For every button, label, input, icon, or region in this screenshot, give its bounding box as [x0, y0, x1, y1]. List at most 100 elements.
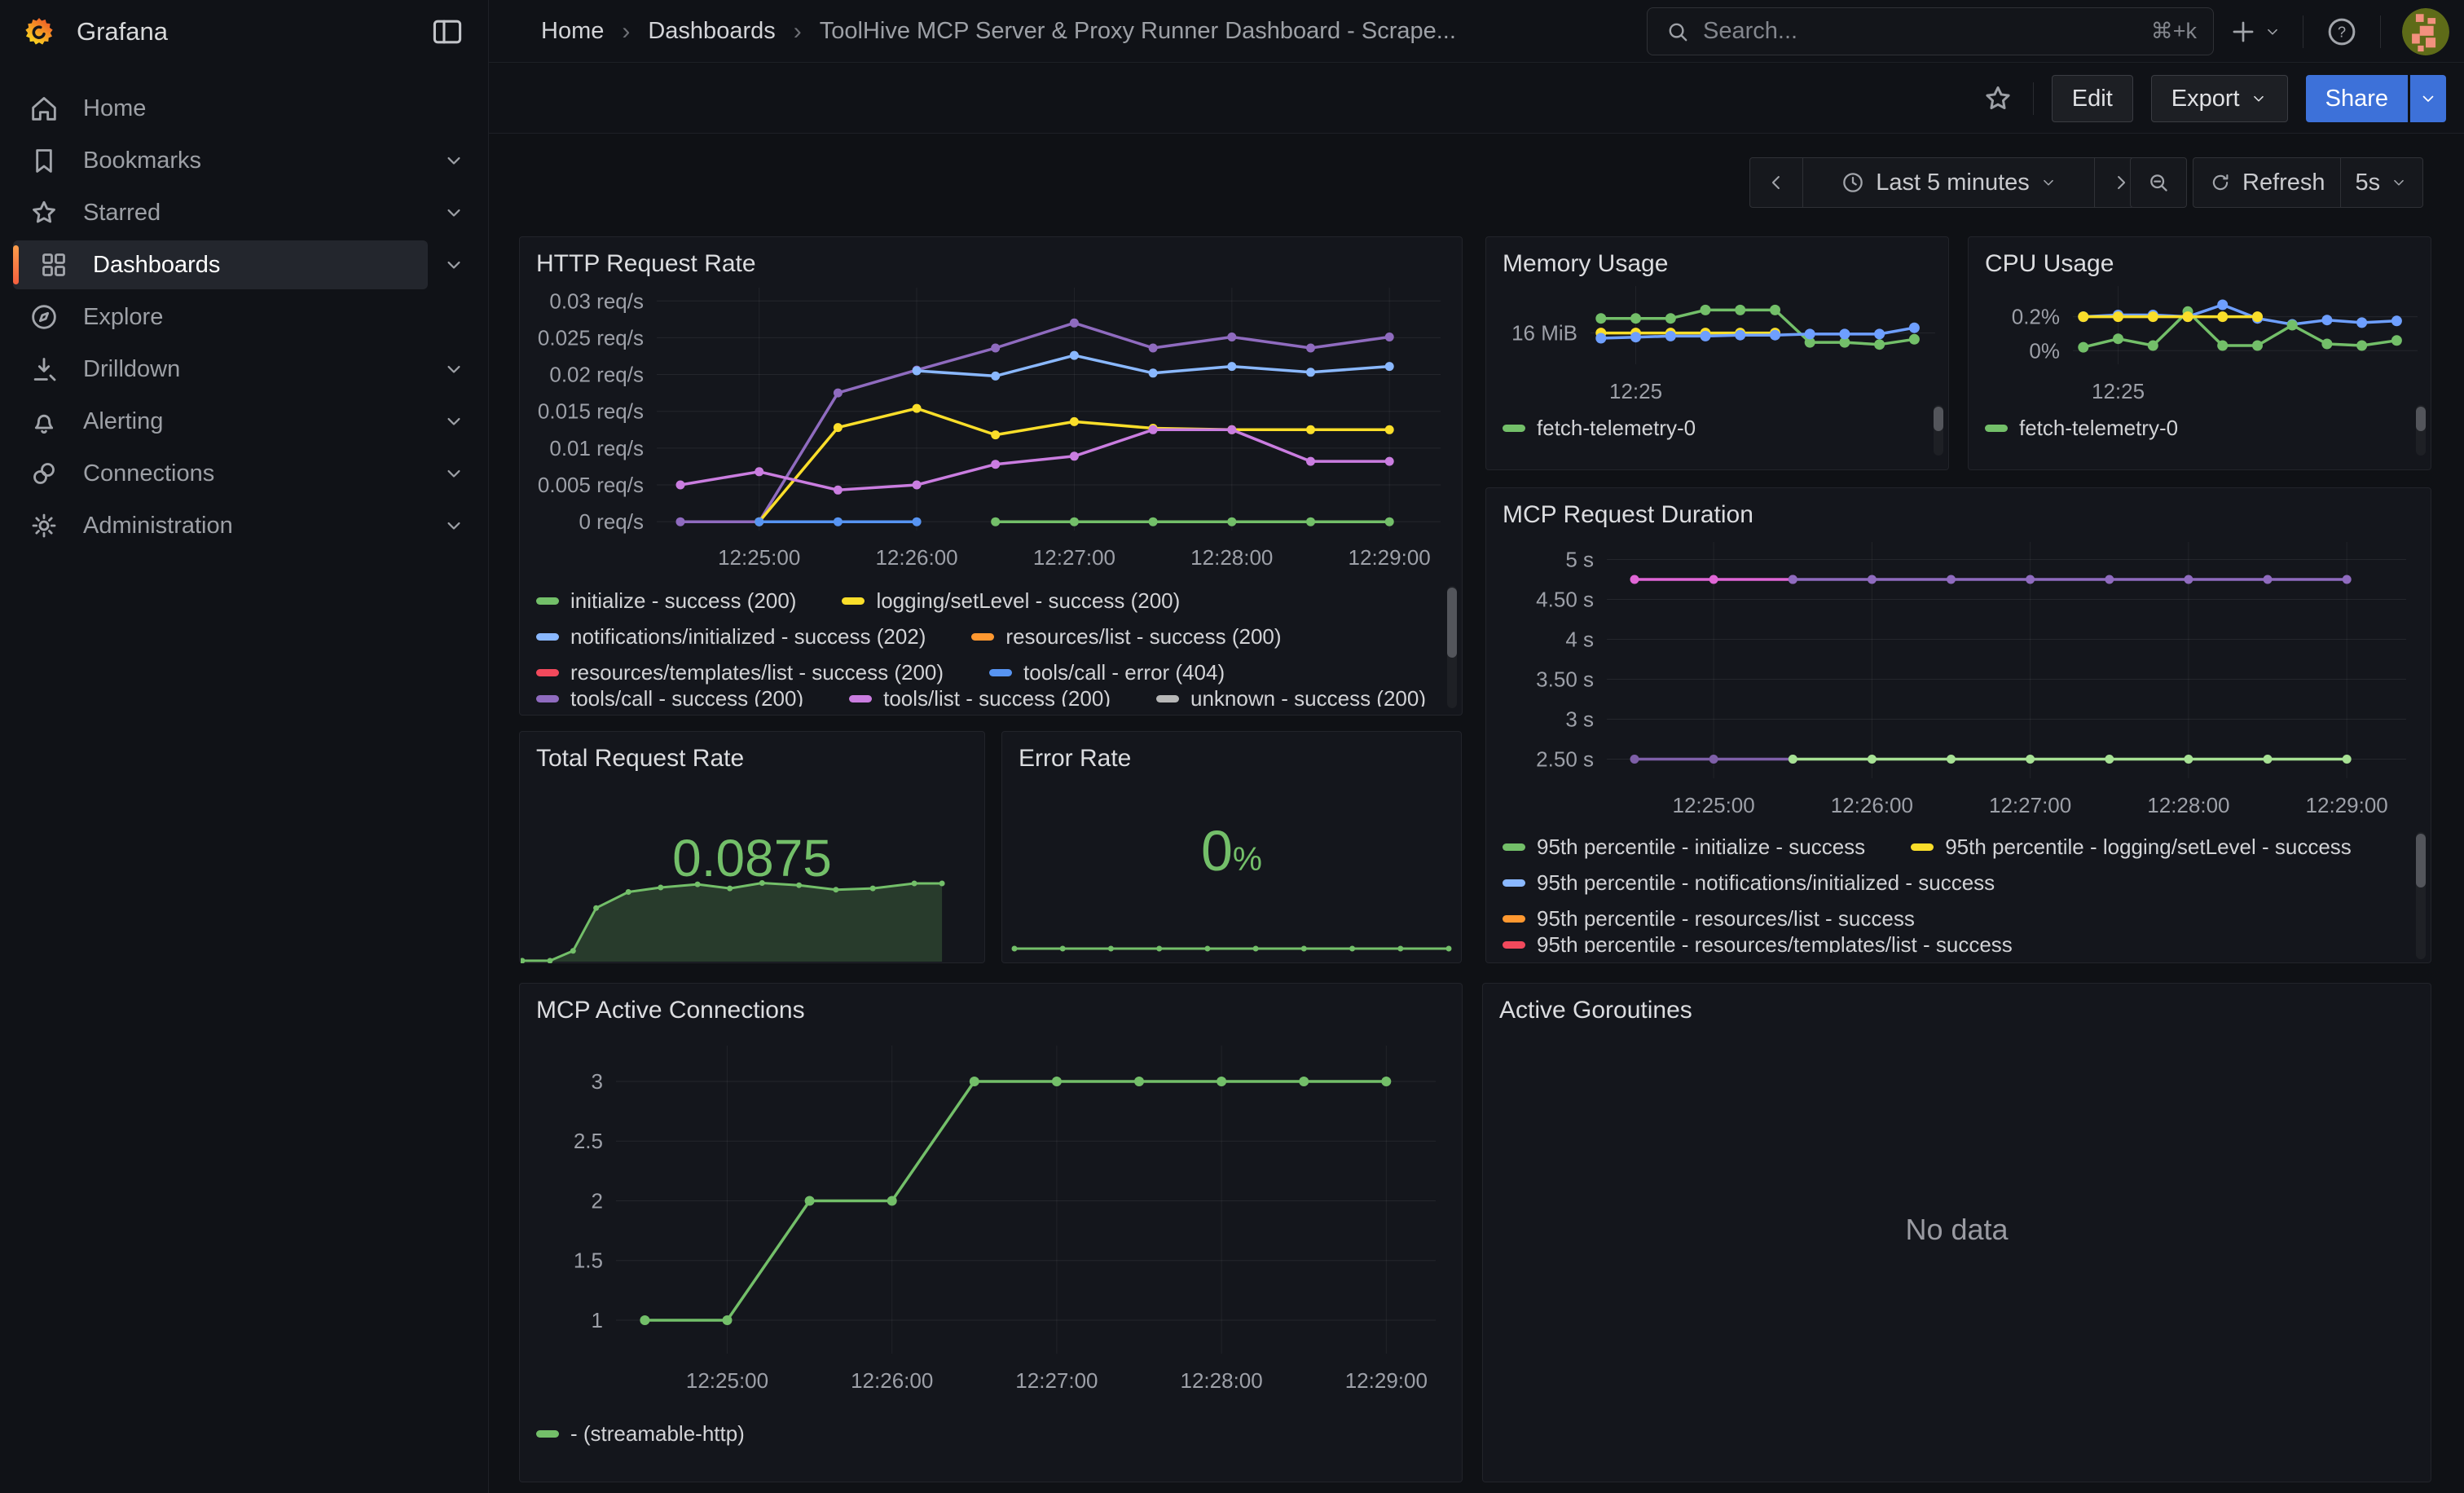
sidebar-collapse-icon[interactable]	[429, 14, 465, 50]
svg-text:12:27:00: 12:27:00	[1033, 545, 1115, 570]
chevron-down-icon[interactable]	[442, 514, 465, 537]
svg-text:3: 3	[592, 1069, 603, 1094]
legend-item[interactable]: 95th percentile - resources/templates/li…	[1503, 936, 2013, 953]
help-button[interactable]: ?	[2325, 15, 2359, 49]
favorite-star-button[interactable]	[1981, 81, 2015, 116]
mcp-active-connections-chart[interactable]: 3 2.5 2 1.5 1 12:25:00 12:26:00 12:27:00 12:28:0…	[520, 1024, 1462, 1407]
chevron-down-icon[interactable]	[442, 149, 465, 172]
search-input[interactable]	[1703, 18, 2140, 45]
add-new-button[interactable]	[2228, 16, 2281, 47]
panel-total-request-rate: Total Request Rate 0.0875	[519, 731, 985, 963]
cpu-usage-chart[interactable]: 0.2% 0% 12:25	[1969, 273, 2431, 402]
svg-text:12:27:00: 12:27:00	[1015, 1368, 1098, 1393]
panel-title[interactable]: MCP Active Connections	[536, 997, 805, 1024]
svg-text:12:25:00: 12:25:00	[1673, 793, 1755, 817]
panel-memory-usage: Memory Usage 16 MiB 12:25 fetch-telemetry…	[1485, 236, 1949, 470]
sidebar-item-starred[interactable]: Starred	[0, 187, 488, 239]
svg-text:12:28:00: 12:28:00	[1190, 545, 1273, 570]
chevron-down-icon[interactable]	[442, 410, 465, 433]
export-label: Export	[2171, 85, 2240, 112]
svg-text:2.5: 2.5	[574, 1129, 603, 1153]
panel-title[interactable]: CPU Usage	[1985, 250, 2114, 277]
memory-usage-chart[interactable]: 16 MiB 12:25	[1486, 273, 1948, 402]
panel-title[interactable]: Total Request Rate	[536, 745, 745, 772]
legend-item[interactable]: initialize - success (200)	[536, 588, 796, 614]
home-icon	[28, 92, 60, 125]
panel-title[interactable]: Active Goroutines	[1499, 997, 1692, 1024]
clock-icon	[1840, 170, 1866, 196]
search-box[interactable]: ⌘+k	[1647, 7, 2214, 55]
legend-item[interactable]: tools/call - success (200)	[536, 690, 803, 707]
sidebar-item-drilldown[interactable]: Drilldown	[0, 343, 488, 395]
legend-item[interactable]: 95th percentile - initialize - success	[1503, 835, 1865, 860]
time-controls-bar: Last 5 minutes Refresh 5s	[489, 157, 2464, 208]
chevron-down-icon[interactable]	[442, 253, 465, 276]
legend-item[interactable]: tools/list - success (200)	[849, 690, 1111, 707]
panel-error-rate: Error Rate 0%	[1001, 731, 1462, 963]
zoom-out-button[interactable]	[2130, 157, 2187, 208]
refresh-label: Refresh	[2242, 169, 2325, 196]
panel-title[interactable]: Error Rate	[1019, 745, 1132, 772]
time-range-picker[interactable]: Last 5 minutes	[1803, 157, 2095, 208]
breadcrumb-dashboards[interactable]: Dashboards	[648, 18, 776, 44]
chevron-down-icon[interactable]	[442, 462, 465, 485]
star-icon	[28, 196, 60, 229]
time-shift-back-button[interactable]	[1749, 157, 1803, 208]
legend-scrollbar[interactable]	[1934, 405, 1943, 456]
sidebar-item-explore[interactable]: Explore	[0, 291, 488, 343]
legend-label: tools/call - success (200)	[570, 690, 804, 707]
legend-label: resources/templates/list - success (200)	[570, 659, 944, 685]
divider	[2380, 15, 2381, 48]
refresh-interval-picker[interactable]: 5s	[2340, 157, 2424, 208]
share-button[interactable]: Share	[2305, 75, 2408, 122]
share-options-button[interactable]	[2410, 75, 2446, 122]
sidebar-item-label: Bookmarks	[83, 147, 202, 174]
legend-item[interactable]: - (streamable-http)	[536, 1421, 745, 1447]
svg-text:12:27:00: 12:27:00	[1989, 793, 2071, 817]
svg-text:0.005 req/s: 0.005 req/s	[538, 473, 644, 497]
panel-title[interactable]: MCP Request Duration	[1503, 501, 1753, 528]
legend-item[interactable]: 95th percentile - resources/list - succe…	[1503, 906, 1915, 931]
legend-scrollbar[interactable]	[2416, 832, 2426, 959]
legend-item[interactable]: resources/list - success (200)	[971, 623, 1282, 650]
legend-item[interactable]: notifications/initialized - success (202…	[536, 624, 926, 650]
sidebar-item-administration[interactable]: Administration	[0, 500, 488, 552]
time-range-label: Last 5 minutes	[1876, 169, 2030, 196]
legend-swatch	[971, 632, 995, 641]
legend-scrollbar[interactable]	[1447, 586, 1457, 708]
svg-text:16 MiB: 16 MiB	[1511, 321, 1577, 346]
legend-item[interactable]: fetch-telemetry-0	[1985, 416, 2178, 441]
chevron-down-icon[interactable]	[442, 201, 465, 224]
sidebar-item-alerting[interactable]: Alerting	[0, 395, 488, 447]
edit-button[interactable]: Edit	[2051, 75, 2133, 122]
legend-swatch	[536, 597, 559, 605]
panel-mcp-request-duration: MCP Request Duration 5 s 4.50 s 4 s 3.50 s 3…	[1485, 487, 2431, 963]
legend-item[interactable]: logging/setLevel - success (200)	[842, 588, 1180, 614]
error-rate-sparkline[interactable]	[1011, 939, 1452, 958]
http-request-rate-chart[interactable]: 0 req/s 0.005 req/s 0.01 req/s 0.015 req/s 0…	[520, 276, 1462, 579]
legend-scrollbar[interactable]	[2416, 405, 2426, 456]
legend-item[interactable]: resources/templates/list - success (200)	[536, 660, 944, 685]
breadcrumb-home[interactable]: Home	[541, 18, 605, 44]
legend-label: resources/list - success (200)	[1005, 623, 1282, 649]
panel-title[interactable]: Memory Usage	[1503, 250, 1669, 277]
legend-item[interactable]: tools/call - error (404)	[989, 660, 1225, 685]
legend-item[interactable]: 95th percentile - notifications/initiali…	[1503, 870, 1995, 896]
export-button[interactable]: Export	[2150, 75, 2288, 122]
total-request-rate-sparkline[interactable]	[521, 818, 985, 963]
sidebar-item-dashboards[interactable]: Dashboards	[0, 239, 488, 291]
avatar[interactable]	[2402, 7, 2449, 55]
panel-title[interactable]: HTTP Request Rate	[536, 250, 756, 277]
refresh-button[interactable]: Refresh	[2193, 157, 2341, 208]
panel-active-goroutines: Active Goroutines No data	[1482, 983, 2431, 1482]
sidebar-item-connections[interactable]: Connections	[0, 447, 488, 500]
sidebar-item-bookmarks[interactable]: Bookmarks	[0, 134, 488, 187]
sidebar-item-home[interactable]: Home	[0, 82, 488, 134]
mcp-request-duration-chart[interactable]: 5 s 4.50 s 4 s 3.50 s 3 s 2.50 s 12:25:00 12:26…	[1486, 527, 2431, 826]
legend-item[interactable]: unknown - success (200)	[1155, 690, 1426, 707]
legend-item[interactable]: fetch-telemetry-0	[1503, 416, 1696, 441]
gear-icon	[28, 509, 60, 542]
grafana-logo[interactable]	[23, 15, 55, 48]
chevron-down-icon[interactable]	[442, 358, 465, 381]
legend-item[interactable]: 95th percentile - logging/setLevel - suc…	[1911, 835, 2352, 860]
